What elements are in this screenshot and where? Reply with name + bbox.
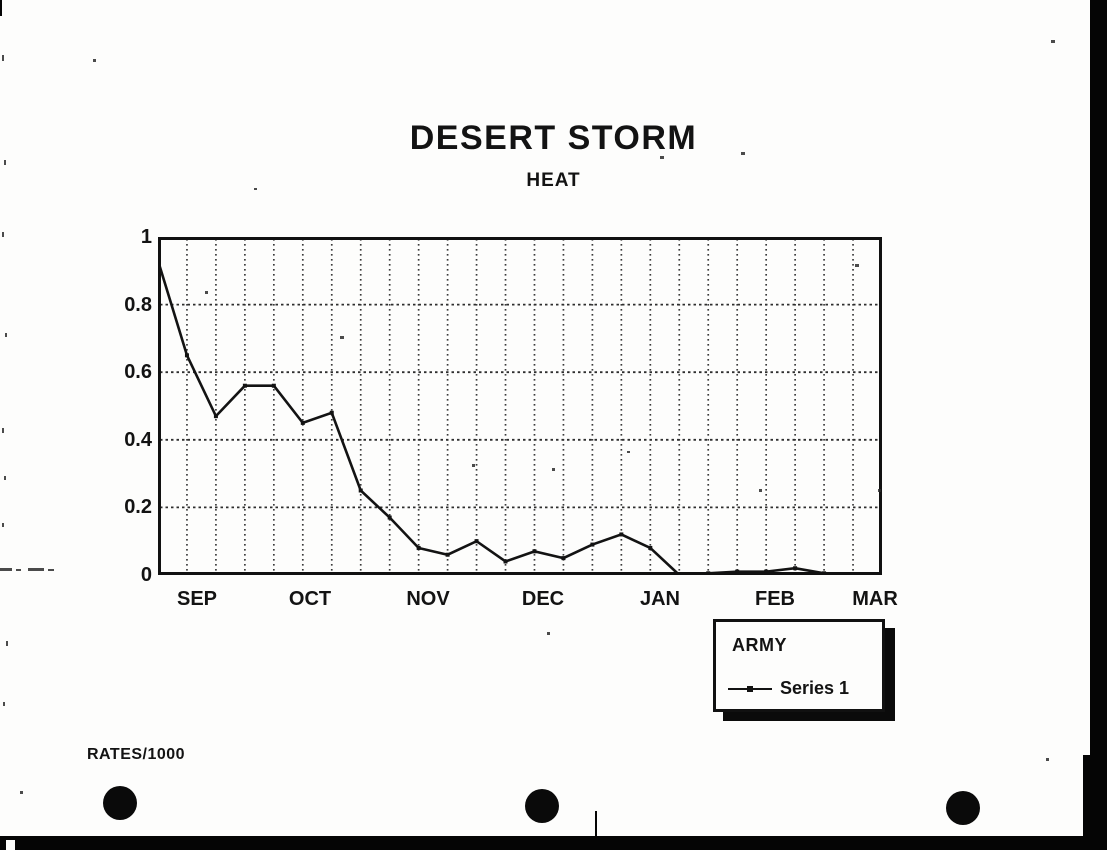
y-tick-label: 0.2	[124, 496, 152, 519]
x-tick-label: MAR	[852, 588, 898, 610]
chart-subtitle: HEAT	[526, 170, 581, 191]
legend-series-label: Series 1	[780, 678, 850, 698]
punch-hole-right	[946, 791, 980, 825]
scan-speck	[2, 55, 4, 61]
y-tick-label: 0.6	[124, 361, 152, 384]
legend-box: ARMY Series 1	[713, 619, 885, 712]
scan-speck	[0, 568, 12, 571]
scan-speck	[552, 468, 555, 471]
scan-bottom-notch	[6, 840, 15, 850]
x-tick-label: SEP	[176, 588, 218, 610]
scan-speck	[3, 702, 5, 706]
scan-speck	[759, 489, 762, 492]
scan-speck	[2, 428, 4, 433]
plot-area	[156, 237, 884, 577]
scan-speck	[4, 160, 6, 165]
y-tick-label: 0.4	[124, 428, 152, 451]
scan-speck	[547, 632, 550, 635]
x-tick-label: JAN	[639, 588, 680, 610]
x-tick-label: NOV	[406, 588, 450, 610]
series-line-key-icon	[728, 682, 772, 696]
scan-speck	[472, 464, 475, 467]
scan-speck	[5, 333, 7, 337]
scan-speck	[93, 59, 96, 62]
y-tick-label: 1	[140, 226, 152, 248]
chart-title: DESERT STORM	[409, 119, 698, 157]
punch-hole-middle	[525, 789, 559, 823]
legend-item: Series 1	[728, 678, 849, 699]
rates-footnote: RATES/1000	[87, 746, 186, 763]
scan-speck	[20, 791, 23, 794]
scan-speck	[1046, 758, 1049, 761]
scan-speck	[1051, 40, 1055, 43]
x-tick-label: FEB	[755, 588, 795, 610]
scan-speck	[4, 476, 6, 480]
scan-speck	[627, 451, 630, 453]
y-tick-label: 0.8	[124, 293, 152, 316]
scan-speck	[340, 336, 344, 339]
scan-speck	[741, 152, 745, 155]
scan-speck	[660, 156, 664, 159]
scan-speck	[28, 568, 44, 571]
scan-speck	[6, 641, 8, 646]
scan-edge-bar-right	[1090, 0, 1107, 850]
scan-speck	[205, 291, 208, 294]
scan-speck	[2, 232, 4, 237]
scan-speck	[48, 569, 54, 571]
scan-edge-bar-bottom	[0, 836, 1107, 850]
legend-title: ARMY	[732, 635, 787, 655]
y-tick-label: 0	[140, 564, 152, 586]
scan-speck	[855, 264, 859, 267]
x-tick-label: DEC	[521, 588, 565, 610]
scan-speck	[16, 569, 21, 571]
scan-speck	[878, 489, 881, 492]
scan-speck	[254, 188, 257, 190]
scan-edge-sliver-topleft	[0, 0, 2, 16]
scan-tick-artifact	[595, 811, 597, 837]
punch-hole-left	[103, 786, 137, 820]
scan-edge-bar-right-lower	[1083, 755, 1107, 850]
scan-speck	[2, 523, 4, 527]
x-tick-label: OCT	[288, 588, 332, 610]
line-chart-canvas	[156, 237, 884, 577]
